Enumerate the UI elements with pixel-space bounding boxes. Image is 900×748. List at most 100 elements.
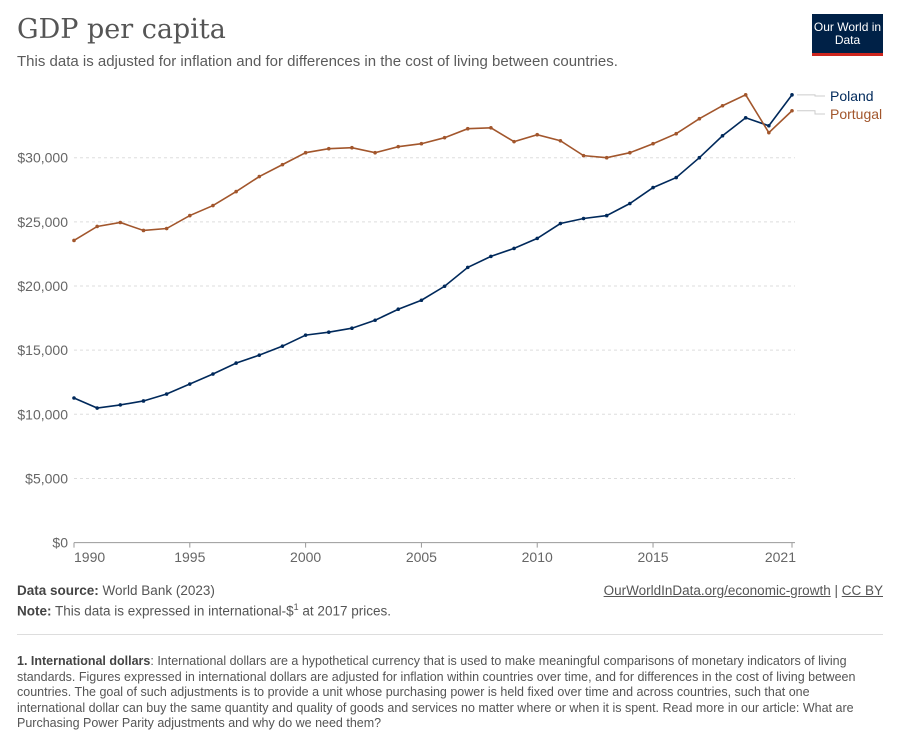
- data-point-portugal: [535, 132, 540, 137]
- license-link[interactable]: CC BY: [841, 583, 883, 598]
- data-point-portugal: [442, 135, 447, 140]
- data-point-poland: [442, 284, 447, 289]
- data-point-portugal: [512, 139, 516, 144]
- data-point-portugal: [72, 238, 76, 243]
- data-point-portugal: [303, 150, 308, 155]
- y-tick-label: $20,000: [17, 278, 68, 294]
- data-point-poland: [558, 221, 563, 226]
- data-point-poland: [396, 307, 401, 312]
- data-point-poland: [234, 361, 238, 365]
- footnote-text: : International dollars are a hypothetic…: [17, 654, 856, 730]
- data-point-portugal: [743, 93, 748, 97]
- data-point-portugal: [234, 189, 238, 194]
- data-point-poland: [303, 333, 308, 337]
- note-label: Note:: [17, 603, 52, 619]
- data-point-portugal: [628, 150, 632, 155]
- data-point-portugal: [257, 174, 262, 179]
- data-point-poland: [164, 392, 169, 396]
- data-point-portugal: [95, 224, 99, 229]
- data-point-portugal: [767, 130, 771, 135]
- data-point-poland: [419, 298, 424, 303]
- data-point-portugal: [396, 144, 401, 149]
- y-tick-label: $5,000: [25, 470, 68, 486]
- data-point-portugal: [188, 213, 192, 218]
- data-point-portugal: [720, 103, 725, 108]
- separator: |: [830, 583, 842, 598]
- data-point-poland: [141, 399, 146, 403]
- data-point-portugal: [790, 108, 794, 113]
- data-source: Data source: World Bank (2023): [17, 583, 215, 598]
- data-point-portugal: [211, 203, 215, 208]
- x-tick-label: 2021: [765, 549, 796, 565]
- data-point-poland: [790, 93, 794, 97]
- chart-title: GDP per capita: [17, 14, 226, 45]
- x-tick-label: 1995: [174, 549, 205, 565]
- data-point-poland: [628, 201, 632, 206]
- series-line-portugal: [73, 93, 793, 242]
- x-tick-label: 2010: [522, 549, 553, 565]
- data-point-portugal: [419, 141, 424, 146]
- source-links: OurWorldInData.org/economic-growth | CC …: [604, 583, 883, 598]
- data-point-poland: [326, 330, 331, 334]
- source-label: Data source:: [17, 583, 99, 598]
- data-point-poland: [767, 123, 771, 128]
- series-label-portugal: Portugal: [830, 106, 882, 122]
- data-point-portugal: [558, 138, 563, 143]
- data-point-poland: [674, 175, 678, 180]
- data-point-portugal: [141, 228, 146, 233]
- data-point-portugal: [118, 220, 123, 225]
- data-point-poland: [188, 382, 192, 386]
- divider: [17, 634, 883, 635]
- footnote: 1. International dollars: International …: [17, 654, 877, 732]
- data-point-poland: [280, 344, 285, 348]
- data-point-poland: [512, 246, 516, 251]
- footnote-label: 1. International dollars: [17, 654, 151, 668]
- data-point-portugal: [350, 145, 354, 150]
- data-point-poland: [350, 326, 354, 331]
- data-point-poland: [581, 216, 586, 221]
- x-tick-label: 1990: [74, 549, 105, 565]
- data-point-poland: [720, 133, 725, 138]
- data-point-poland: [604, 213, 609, 218]
- note: Note: This data is expressed in internat…: [17, 602, 391, 619]
- chart-subtitle: This data is adjusted for inflation and …: [17, 53, 618, 70]
- data-point-poland: [211, 372, 215, 376]
- label-connector: [797, 110, 825, 115]
- data-point-poland: [118, 403, 123, 407]
- owid-logo[interactable]: Our World in Data: [812, 14, 883, 56]
- data-point-poland: [489, 254, 493, 259]
- data-point-portugal: [604, 155, 609, 160]
- data-point-poland: [465, 265, 470, 270]
- data-point-portugal: [373, 150, 377, 155]
- data-point-poland: [535, 236, 540, 241]
- y-tick-label: $10,000: [17, 406, 68, 422]
- data-point-portugal: [697, 116, 702, 121]
- data-point-poland: [697, 155, 702, 160]
- data-point-portugal: [489, 126, 493, 130]
- x-tick-label: 2005: [406, 549, 437, 565]
- data-point-poland: [95, 406, 99, 410]
- data-point-poland: [257, 353, 262, 357]
- note-text: This data is expressed in international-…: [55, 603, 294, 619]
- y-tick-label: $25,000: [17, 214, 68, 230]
- source-value: World Bank (2023): [102, 583, 215, 598]
- data-point-portugal: [280, 162, 285, 167]
- y-tick-label: $0: [52, 535, 68, 551]
- x-tick-label: 2015: [637, 549, 668, 565]
- note-text-end: at 2017 prices.: [298, 603, 391, 619]
- y-tick-label: $30,000: [17, 150, 68, 166]
- data-point-portugal: [164, 226, 169, 231]
- line-chart: $0 $5,000 $10,000 $15,000 $20,000 $25,000 $30,…: [17, 88, 882, 565]
- data-point-portugal: [651, 141, 655, 146]
- article-link[interactable]: OurWorldInData.org/economic-growth: [603, 583, 831, 598]
- data-point-poland: [743, 115, 748, 120]
- data-point-poland: [651, 185, 655, 190]
- label-connector: [797, 94, 825, 97]
- data-point-portugal: [581, 153, 586, 158]
- data-point-portugal: [326, 146, 331, 151]
- y-tick-label: $15,000: [17, 342, 68, 358]
- x-tick-label: 2000: [290, 549, 321, 565]
- series-line-poland: [73, 94, 793, 409]
- data-point-poland: [373, 318, 377, 323]
